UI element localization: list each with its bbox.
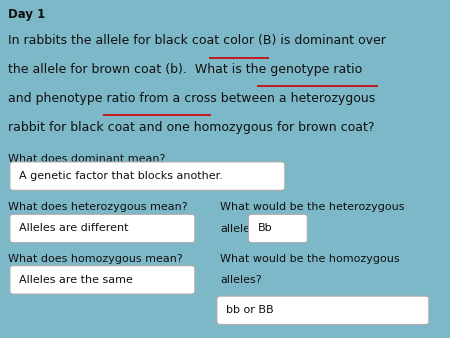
Text: alleles?: alleles? — [220, 275, 262, 286]
Text: rabbit for black coat and one homozygous for brown coat?: rabbit for black coat and one homozygous… — [8, 121, 374, 134]
Text: In rabbits the allele for black coat color (B) is dominant over: In rabbits the allele for black coat col… — [8, 34, 386, 47]
FancyBboxPatch shape — [10, 266, 195, 294]
Text: Day 1: Day 1 — [8, 8, 45, 21]
Text: Alleles are different: Alleles are different — [19, 223, 128, 234]
Text: What does dominant mean?: What does dominant mean? — [8, 154, 166, 164]
Text: Alleles are the same: Alleles are the same — [19, 275, 133, 285]
Text: bb or BB: bb or BB — [226, 305, 274, 315]
FancyBboxPatch shape — [217, 296, 429, 324]
Text: and phenotype ratio from a cross between a heterozygous: and phenotype ratio from a cross between… — [8, 92, 375, 105]
Text: the allele for brown coat (b).  What is the genotype ratio: the allele for brown coat (b). What is t… — [8, 63, 362, 76]
Text: What does homozygous mean?: What does homozygous mean? — [8, 254, 183, 264]
Text: What would be the homozygous: What would be the homozygous — [220, 254, 400, 264]
FancyBboxPatch shape — [248, 214, 307, 243]
Text: Bb: Bb — [257, 223, 272, 234]
FancyBboxPatch shape — [10, 214, 195, 243]
FancyBboxPatch shape — [10, 162, 285, 190]
Text: What would be the heterozygous: What would be the heterozygous — [220, 202, 405, 212]
Text: What does heterozygous mean?: What does heterozygous mean? — [8, 202, 188, 212]
Text: alleles?: alleles? — [220, 224, 262, 234]
Text: A genetic factor that blocks another.: A genetic factor that blocks another. — [19, 171, 223, 181]
